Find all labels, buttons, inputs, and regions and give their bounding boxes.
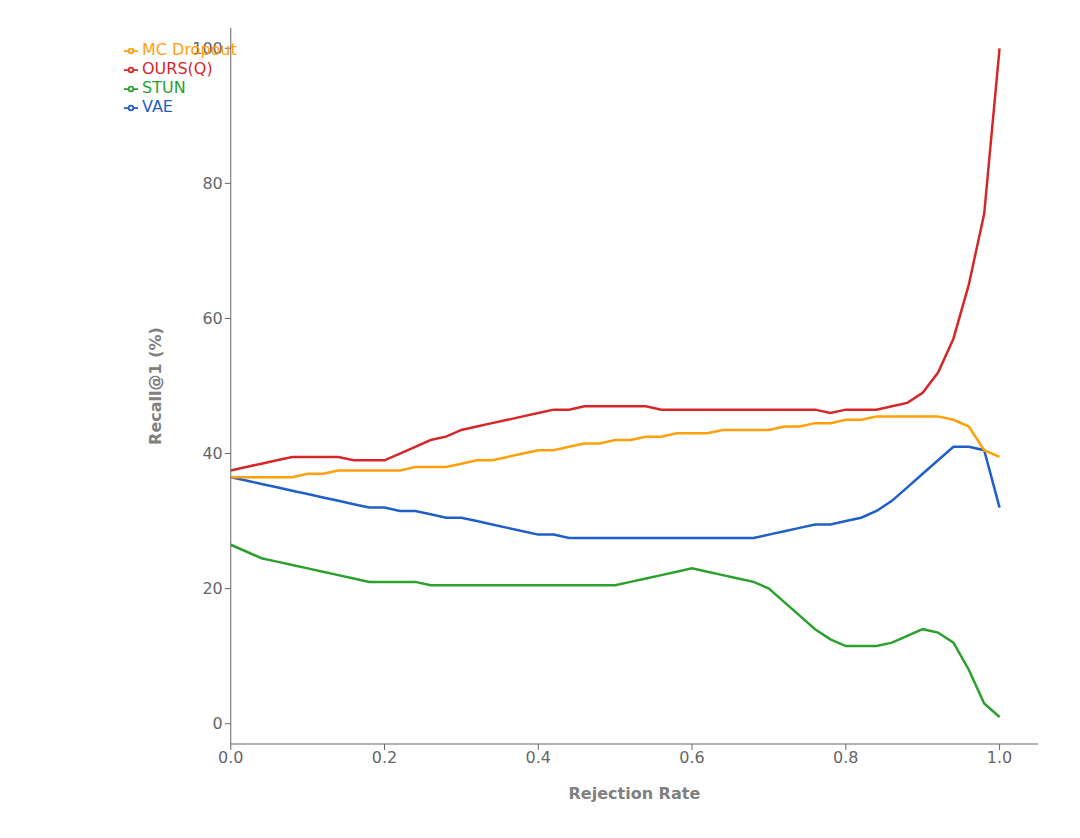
svg-text:0.8: 0.8	[833, 748, 858, 767]
svg-text:20: 20	[202, 579, 222, 598]
svg-text:0.4: 0.4	[526, 748, 551, 767]
svg-text:Rejection Rate: Rejection Rate	[569, 784, 701, 803]
svg-text:0: 0	[213, 714, 223, 733]
svg-text:Recall@1 (%): Recall@1 (%)	[146, 327, 165, 445]
svg-text:0.6: 0.6	[679, 748, 704, 767]
svg-text:60: 60	[202, 309, 222, 328]
svg-text:0.0: 0.0	[218, 748, 243, 767]
svg-text:100: 100	[192, 39, 223, 58]
svg-text:80: 80	[202, 174, 222, 193]
svg-text:1.0: 1.0	[987, 748, 1012, 767]
svg-text:0.2: 0.2	[372, 748, 397, 767]
svg-text:40: 40	[202, 444, 222, 463]
